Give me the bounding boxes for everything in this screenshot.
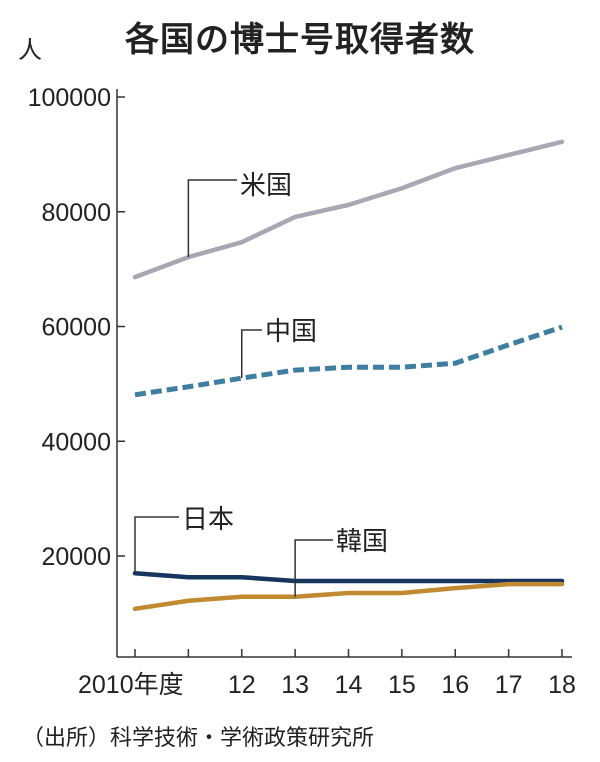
x-tick-label: 13	[281, 671, 309, 699]
x-tick-label: 12	[228, 671, 256, 699]
source-note: （出所）科学技術・学術政策研究所	[22, 726, 375, 751]
y-tick-label: 100000	[28, 84, 111, 112]
series-line-2	[132, 570, 565, 584]
chart-title: 各国の博士号取得者数	[125, 20, 475, 60]
series-line-0	[132, 139, 565, 280]
y-tick-label: 60000	[41, 314, 111, 342]
x-tick-label: 17	[495, 671, 523, 699]
series-label: 米国	[240, 171, 292, 201]
series-label: 日本	[182, 505, 234, 535]
x-tick-label: 15	[388, 671, 416, 699]
series-label: 韓国	[336, 527, 388, 557]
series-line-1	[134, 324, 563, 398]
label-leader-line	[134, 516, 179, 574]
label-leader-line	[187, 179, 237, 258]
series-line-3	[132, 581, 565, 612]
x-tick-label: 16	[441, 671, 469, 699]
label-leader-line	[241, 329, 262, 379]
label-leader-line	[294, 539, 333, 597]
y-tick-label: 20000	[41, 543, 111, 571]
y-tick-label: 40000	[41, 428, 111, 456]
x-tick-label: 2010年度	[78, 671, 184, 699]
series-label: 中国	[265, 317, 317, 347]
y-tick-label: 80000	[41, 199, 111, 227]
y-axis-unit-label: 人	[18, 36, 42, 64]
x-tick-label: 18	[548, 671, 576, 699]
x-tick-label: 14	[335, 671, 363, 699]
